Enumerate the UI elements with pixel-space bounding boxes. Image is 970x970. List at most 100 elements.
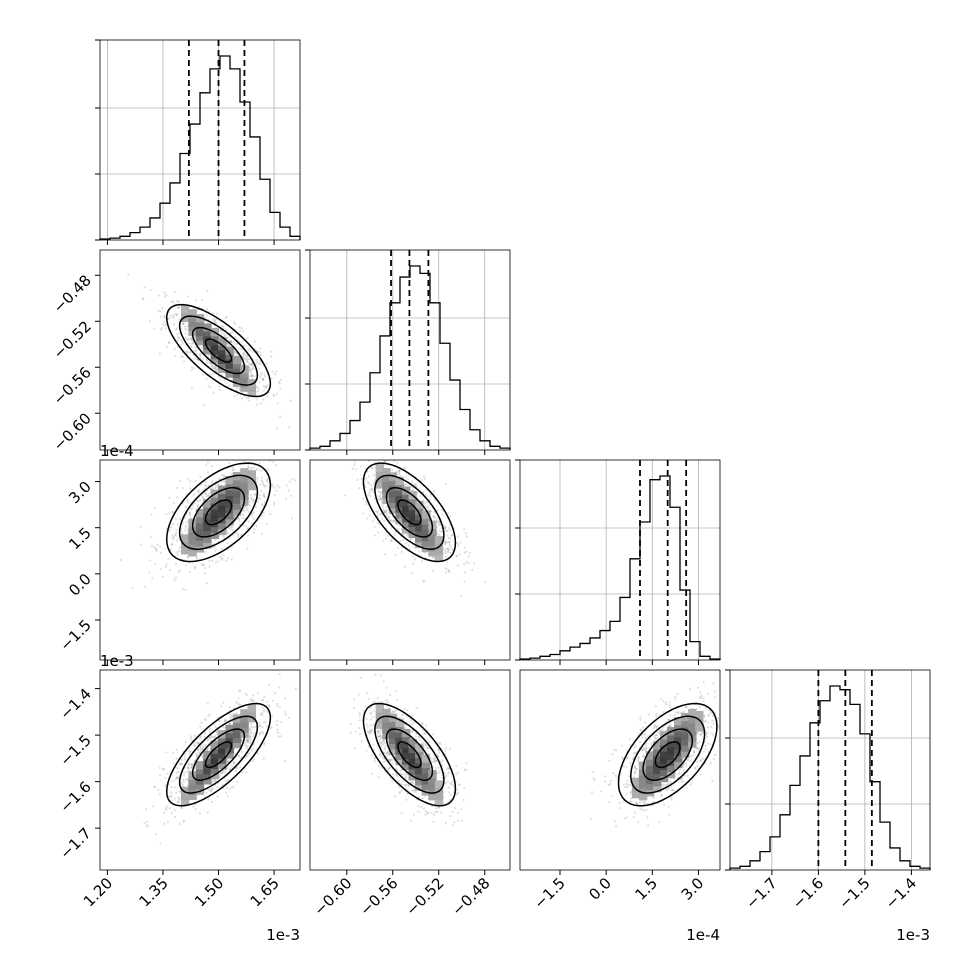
scatter-point (215, 318, 218, 321)
contour-line (362, 702, 457, 807)
scatter-point (249, 363, 252, 366)
density-cell (203, 499, 212, 508)
scatter-point (144, 585, 147, 588)
scatter-point (189, 737, 192, 740)
density-cell (395, 745, 404, 755)
scatter-point (250, 731, 253, 734)
density-cell (382, 479, 391, 488)
scatter-point (467, 555, 470, 558)
scatter-point (145, 825, 149, 828)
scatter-point (254, 505, 258, 508)
scatter-point (230, 786, 233, 789)
scatter-point (201, 747, 204, 750)
density-cell (401, 750, 411, 760)
density-cell (395, 740, 404, 749)
scatter-point (394, 458, 396, 460)
scatter-point (212, 373, 215, 376)
scatter-point (381, 700, 384, 704)
scatter-point (423, 732, 427, 735)
density-cell (247, 476, 257, 485)
scatter-point (376, 732, 379, 735)
scatter-point (367, 697, 370, 700)
scatter-point (368, 482, 371, 485)
scatter-point (200, 721, 203, 724)
scatter-point (225, 791, 228, 794)
scatter-point (264, 720, 267, 724)
scatter-point (445, 529, 449, 533)
scatter-point (223, 719, 227, 722)
scatter-point (260, 372, 263, 375)
scatter-point (229, 717, 232, 721)
scatter-point (377, 764, 381, 767)
scatter-point (410, 719, 413, 723)
scatter-point (429, 509, 432, 513)
density-cell (188, 542, 197, 551)
scatter-point (215, 369, 218, 372)
scatter-point (382, 760, 385, 763)
scatter-point (420, 479, 423, 482)
scatter-point (463, 786, 466, 789)
scatter-point (162, 767, 165, 771)
scatter-point (244, 741, 247, 745)
scatter-point (370, 488, 373, 491)
scatter-point (232, 468, 235, 471)
scatter-point (259, 402, 263, 405)
scatter-point (239, 703, 242, 707)
scatter-point (226, 531, 229, 534)
scatter-point (262, 378, 265, 382)
scatter-point (202, 563, 205, 566)
scatter-point (244, 692, 247, 695)
density-cell (218, 515, 227, 524)
scatter-point (265, 484, 268, 488)
density-cell (203, 522, 212, 532)
scatter-point (155, 549, 158, 552)
scatter-point (206, 810, 209, 814)
scatter-point (175, 528, 178, 532)
scatter-point (212, 787, 215, 790)
scatter-point (164, 784, 167, 787)
scatter-point (211, 559, 214, 562)
scatter-point (237, 347, 240, 350)
scatter-point (256, 350, 259, 354)
scatter-point (238, 518, 241, 521)
scatter-point (228, 536, 231, 539)
scatter-point (204, 718, 207, 722)
scatter-point (258, 724, 261, 727)
scatter-point (704, 720, 707, 723)
density-cell (188, 548, 197, 557)
scatter-point (276, 728, 279, 732)
scatter-point (383, 742, 386, 745)
density-panel-3-0 (99, 669, 301, 871)
scatter-point (422, 501, 426, 504)
scatter-point (166, 772, 169, 775)
scatter-point (224, 720, 227, 723)
scatter-point (182, 773, 186, 777)
scatter-point (190, 750, 193, 753)
density-cell (415, 771, 424, 780)
scatter-point (378, 731, 381, 734)
scatter-point (261, 377, 264, 381)
scatter-point (168, 807, 171, 810)
scatter-point (661, 728, 664, 731)
scatter-point (447, 526, 450, 530)
scatter-point (261, 732, 265, 735)
scatter-point (256, 350, 259, 353)
scatter-point (443, 749, 447, 752)
density-cell (218, 520, 227, 530)
scatter-point (175, 539, 178, 542)
scatter-point (151, 577, 154, 580)
scatter-point (273, 372, 277, 376)
scatter-point (412, 555, 415, 558)
density-cell (195, 520, 205, 530)
scatter-point (196, 748, 199, 752)
density-cell (421, 510, 431, 520)
scatter-point (443, 526, 447, 530)
scatter-point (232, 341, 235, 344)
scatter-point (157, 788, 160, 791)
scatter-point (202, 496, 205, 499)
scatter-point (262, 492, 265, 495)
scatter-point (379, 498, 382, 501)
scatter-point (406, 484, 410, 487)
density-panel-1-0 (99, 249, 301, 451)
density-cell (195, 761, 205, 770)
